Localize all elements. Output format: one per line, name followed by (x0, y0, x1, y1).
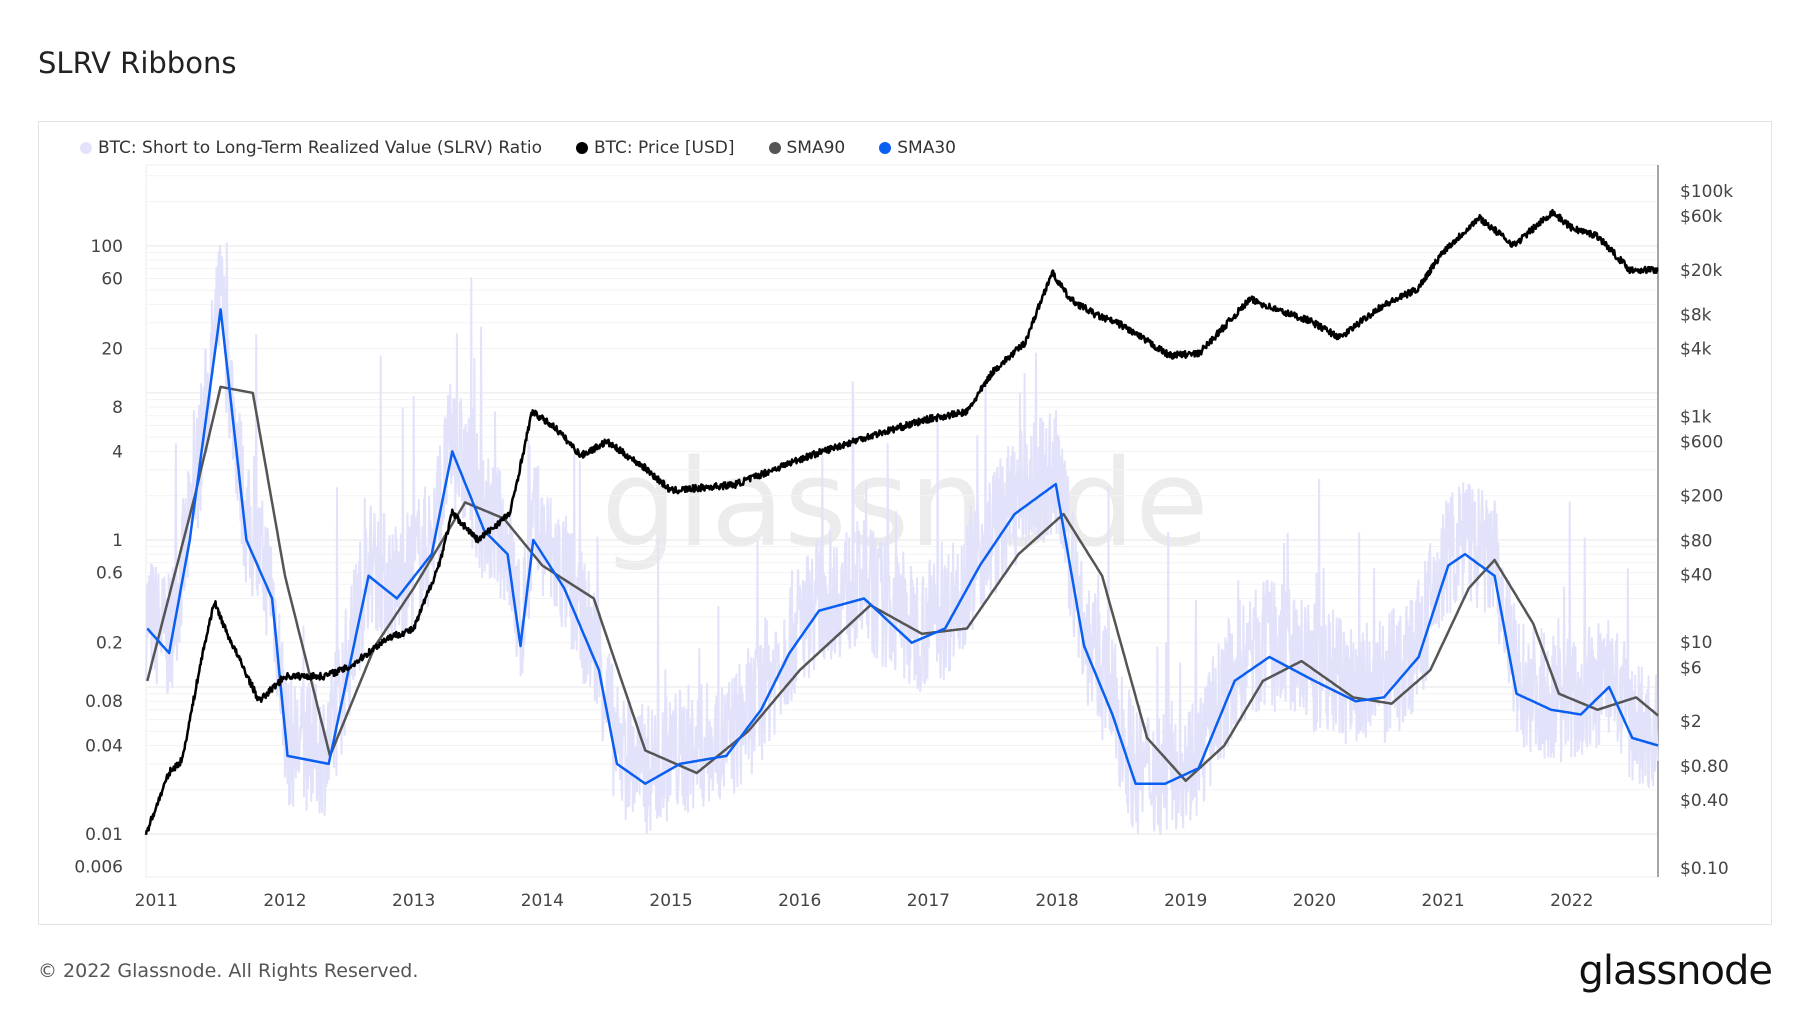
right-tick-label: $20k (1680, 261, 1722, 281)
x-tick-label: 2020 (1293, 891, 1336, 911)
left-tick-label: 1 (112, 531, 123, 551)
x-tick-label: 2012 (263, 891, 306, 911)
watermark: glassnode (601, 435, 1209, 574)
legend-dot-icon (879, 142, 892, 154)
legend-label: SMA90 (786, 138, 846, 158)
right-tick-label: $2 (1680, 712, 1702, 732)
right-tick-label: $0.10 (1680, 859, 1729, 879)
series-btc-price (144, 208, 1659, 835)
left-tick-label: 0.08 (85, 692, 123, 712)
series-sma90 (146, 385, 1659, 783)
legend-item-sma90[interactable]: SMA90 (768, 138, 846, 158)
legend-item-sma30[interactable]: SMA30 (879, 138, 956, 158)
legend-label: BTC: Price [USD] (594, 138, 735, 158)
legend-dot-icon (768, 142, 781, 154)
legend-item-price[interactable]: BTC: Price [USD] (576, 138, 735, 158)
right-tick-label: $0.40 (1680, 791, 1729, 811)
right-tick-label: $60k (1680, 207, 1722, 227)
copyright: © 2022 Glassnode. All Rights Reserved. (38, 960, 419, 982)
right-tick-label: $4k (1680, 340, 1712, 360)
legend: BTC: Short to Long-Term Realized Value (… (80, 138, 956, 158)
right-tick-label: $8k (1680, 306, 1712, 326)
series-sma30 (146, 308, 1659, 785)
left-tick-label: 20 (101, 340, 123, 360)
legend-dot-icon (576, 142, 588, 154)
x-tick-label: 2016 (778, 891, 821, 911)
right-tick-label: $0.80 (1680, 757, 1729, 777)
x-tick-label: 2011 (135, 891, 178, 911)
legend-label: SMA30 (897, 138, 956, 158)
legend-dot-icon (80, 142, 92, 154)
right-tick-label: $10 (1680, 633, 1712, 653)
right-tick-label: $200 (1680, 486, 1723, 506)
left-tick-label: 0.2 (96, 634, 123, 654)
right-tick-label: $100k (1680, 182, 1733, 202)
glassnode-logo: glassnode (1578, 948, 1773, 994)
left-tick-label: 60 (101, 270, 123, 290)
left-tick-label: 4 (112, 442, 123, 462)
series-slrv-ratio (145, 242, 1659, 836)
left-tick-label: 0.006 (74, 858, 123, 878)
x-tick-label: 2014 (521, 891, 564, 911)
x-tick-label: 2019 (1164, 891, 1207, 911)
x-tick-label: 2018 (1035, 891, 1078, 911)
legend-item-slrv[interactable]: BTC: Short to Long-Term Realized Value (… (80, 138, 542, 158)
right-tick-label: $600 (1680, 433, 1723, 453)
x-tick-label: 2021 (1421, 891, 1464, 911)
left-tick-label: 0.6 (96, 564, 123, 584)
legend-label: BTC: Short to Long-Term Realized Value (… (98, 138, 542, 158)
page-title: SLRV Ribbons (38, 46, 237, 80)
right-tick-label: $40 (1680, 565, 1712, 585)
chart-panel (38, 121, 1772, 925)
x-tick-label: 2013 (392, 891, 435, 911)
x-tick-label: 2015 (649, 891, 692, 911)
x-tick-label: 2022 (1550, 891, 1593, 911)
left-tick-label: 0.04 (85, 736, 123, 756)
right-tick-label: $1k (1680, 408, 1712, 428)
left-tick-label: 0.01 (85, 825, 123, 845)
right-tick-label: $6 (1680, 658, 1702, 678)
left-tick-label: 8 (112, 398, 123, 418)
x-tick-label: 2017 (907, 891, 950, 911)
left-tick-label: 100 (91, 237, 123, 257)
right-tick-label: $80 (1680, 531, 1712, 551)
